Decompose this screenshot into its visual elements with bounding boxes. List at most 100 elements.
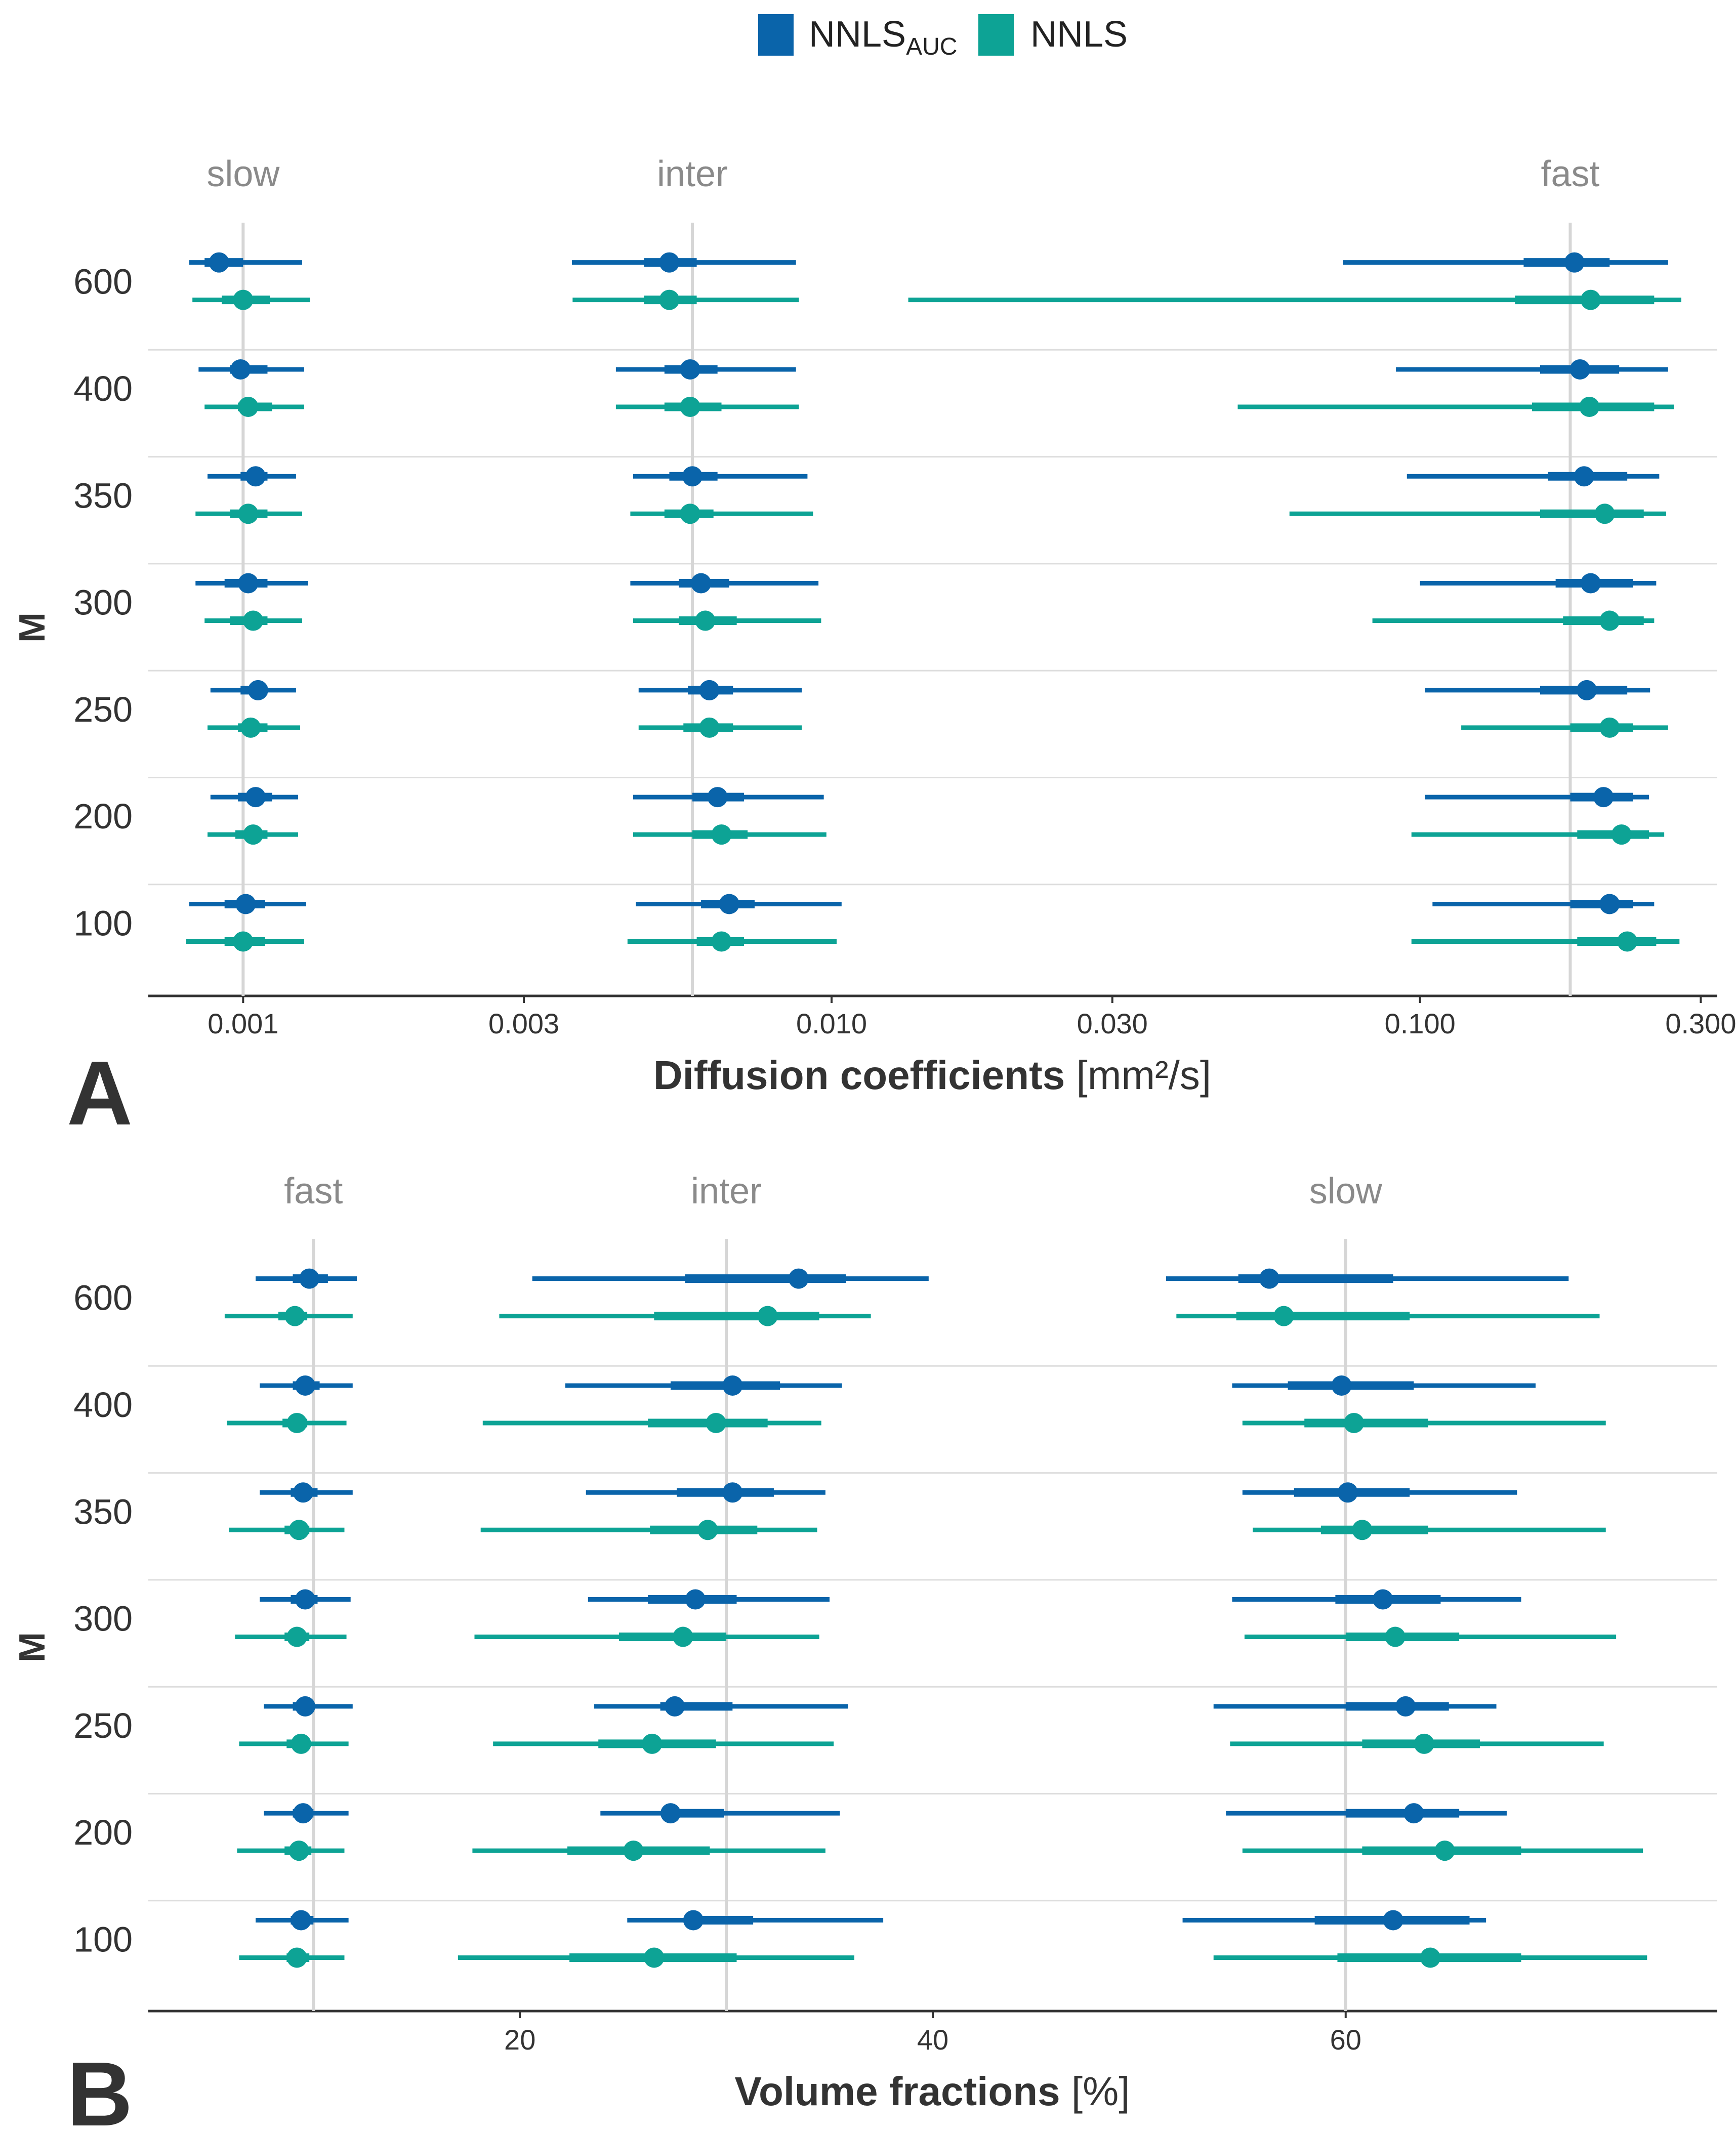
median-point <box>286 1626 307 1647</box>
median-point <box>1331 1375 1352 1396</box>
category-label: 250 <box>73 1706 133 1745</box>
median-point <box>1599 894 1620 914</box>
legend-label-nnls-auc-main: NNLS <box>809 14 906 55</box>
legend: NNLSAUC NNLS <box>758 14 1128 60</box>
median-point <box>1579 396 1600 417</box>
median-point <box>295 1375 315 1396</box>
median-point <box>1403 1803 1424 1824</box>
panel-b-x-axis-title-main: Volume fractions <box>735 2069 1060 2114</box>
median-point <box>295 1589 315 1610</box>
category-label: 350 <box>73 476 133 515</box>
median-point <box>1414 1733 1434 1754</box>
median-point <box>659 289 680 310</box>
median-point <box>623 1841 644 1861</box>
median-point <box>706 1412 726 1433</box>
panel-b: M Volume fractions [%] B fast inter slow 20… <box>12 1171 1717 2131</box>
median-point <box>238 396 259 417</box>
facet-label: inter <box>691 1171 762 1211</box>
median-point <box>707 787 728 808</box>
median-point <box>685 1589 706 1610</box>
category-label: 250 <box>73 690 133 729</box>
panel-a-x-axis-title: Diffusion coefficients [mm²/s] <box>653 1053 1211 1098</box>
median-point <box>1617 931 1638 952</box>
median-point <box>711 931 732 952</box>
median-point <box>286 1412 307 1433</box>
category-label: 400 <box>73 1385 133 1425</box>
median-point <box>293 1803 313 1824</box>
facet-label: fast <box>1541 154 1599 194</box>
median-point <box>1395 1696 1416 1717</box>
x-tick-label: 0.001 <box>208 1008 278 1039</box>
median-point <box>665 1696 685 1717</box>
median-point <box>1569 359 1590 380</box>
median-point <box>1574 466 1594 487</box>
median-point <box>680 504 700 524</box>
median-point <box>1344 1412 1365 1433</box>
median-point <box>1577 680 1597 700</box>
x-tick-label: 0.030 <box>1077 1008 1148 1039</box>
x-tick-label: 0.003 <box>488 1008 559 1039</box>
category-label: 300 <box>73 583 133 622</box>
median-point <box>245 787 266 808</box>
median-point <box>209 252 229 273</box>
legend-label-nnls-auc-sub: AUC <box>906 33 957 60</box>
median-point <box>295 1696 315 1717</box>
median-point <box>683 1910 704 1931</box>
median-point <box>235 894 256 914</box>
median-point <box>1434 1841 1455 1861</box>
median-point <box>722 1375 743 1396</box>
median-point <box>291 1910 311 1931</box>
median-point <box>1611 824 1632 845</box>
median-point <box>238 573 259 594</box>
median-point <box>243 610 264 631</box>
median-point <box>711 824 732 845</box>
median-point <box>788 1268 809 1289</box>
median-point <box>230 359 251 380</box>
facet-label: inter <box>657 154 728 194</box>
median-point <box>240 717 261 738</box>
median-point <box>1599 610 1620 631</box>
legend-swatch-nnls <box>978 14 1014 56</box>
median-point <box>1337 1482 1358 1503</box>
panel-b-letter: B <box>67 2043 133 2131</box>
category-label: 400 <box>73 369 133 408</box>
median-point <box>243 824 264 845</box>
panel-a-x-axis-title-unit: [mm²/s] <box>1077 1053 1212 1098</box>
x-tick-label: 0.100 <box>1385 1008 1456 1039</box>
category-label: 600 <box>73 262 133 302</box>
median-point <box>1273 1306 1294 1326</box>
category-label: 100 <box>73 903 133 943</box>
panel-b-x-axis-title: Volume fractions [%] <box>735 2069 1130 2114</box>
facet-label: slow <box>1309 1171 1383 1211</box>
panel-a-y-axis-title: M <box>12 612 53 643</box>
median-point <box>233 931 254 952</box>
legend-label-nnls-auc: NNLSAUC <box>809 14 957 60</box>
median-point <box>1385 1626 1406 1647</box>
x-tick-label: 20 <box>504 2024 535 2056</box>
median-point <box>1599 717 1620 738</box>
median-point <box>288 1520 309 1540</box>
facet-label: fast <box>284 1171 343 1211</box>
median-point <box>245 466 266 487</box>
median-point <box>1594 504 1615 524</box>
median-point <box>699 680 720 700</box>
panel-a-letter: A <box>67 1042 133 1144</box>
median-point <box>1420 1947 1441 1968</box>
median-point <box>1564 252 1585 273</box>
median-point <box>299 1268 320 1289</box>
median-point <box>722 1482 743 1503</box>
median-point <box>1373 1589 1393 1610</box>
legend-swatch-nnls-auc <box>758 14 794 56</box>
median-point <box>695 610 716 631</box>
category-label: 100 <box>73 1919 133 1959</box>
median-point <box>682 466 702 487</box>
panel-a-x-axis-title-main: Diffusion coefficients <box>653 1053 1065 1098</box>
median-point <box>699 717 720 738</box>
median-point <box>1580 289 1601 310</box>
median-point <box>1383 1910 1403 1931</box>
category-label: 200 <box>73 797 133 836</box>
median-point <box>1593 787 1614 808</box>
median-point <box>286 1947 307 1968</box>
category-label: 200 <box>73 1813 133 1852</box>
